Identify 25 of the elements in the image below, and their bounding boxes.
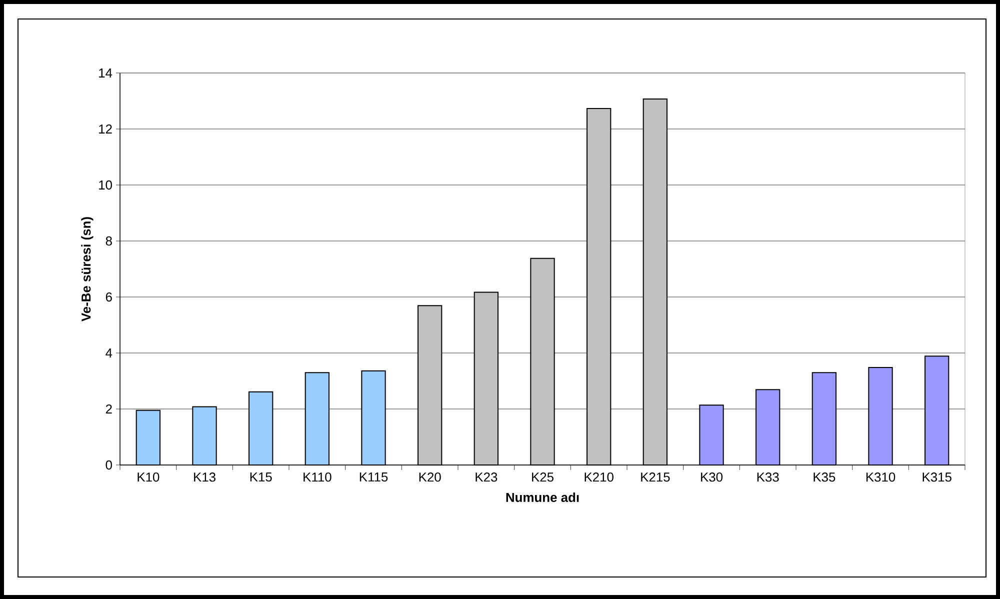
x-tick-label: K15 bbox=[250, 472, 272, 482]
x-tick-label: K10 bbox=[138, 472, 160, 482]
x-tick-label: K315 bbox=[922, 472, 952, 482]
x-tick-label: K35 bbox=[814, 472, 836, 482]
y-tick-label: 4 bbox=[106, 348, 112, 358]
y-tick-label: 14 bbox=[99, 68, 112, 78]
x-tick-label: K30 bbox=[701, 472, 723, 482]
x-axis-title: Numune adı bbox=[506, 492, 579, 502]
x-tick-label: K33 bbox=[757, 472, 779, 482]
y-tick-label: 8 bbox=[106, 236, 112, 246]
y-tick-label: 10 bbox=[99, 180, 112, 190]
x-tick-label: K20 bbox=[419, 472, 441, 482]
x-tick-label: K115 bbox=[360, 472, 388, 482]
x-tick-label: K13 bbox=[194, 472, 216, 482]
x-tick-label: K210 bbox=[584, 472, 614, 482]
x-tick-label: K110 bbox=[304, 472, 332, 482]
y-tick-label: 0 bbox=[106, 460, 112, 470]
x-tick-label: K310 bbox=[866, 472, 896, 482]
y-tick-label: 2 bbox=[106, 404, 112, 414]
y-tick-label: 12 bbox=[99, 124, 112, 134]
x-tick-label: K23 bbox=[476, 472, 498, 482]
y-tick-label: 6 bbox=[106, 292, 112, 302]
y-axis-title: Ve-Be süresi (sn) bbox=[81, 217, 94, 322]
x-tick-label: K25 bbox=[532, 472, 554, 482]
x-tick-label: K215 bbox=[641, 472, 670, 482]
